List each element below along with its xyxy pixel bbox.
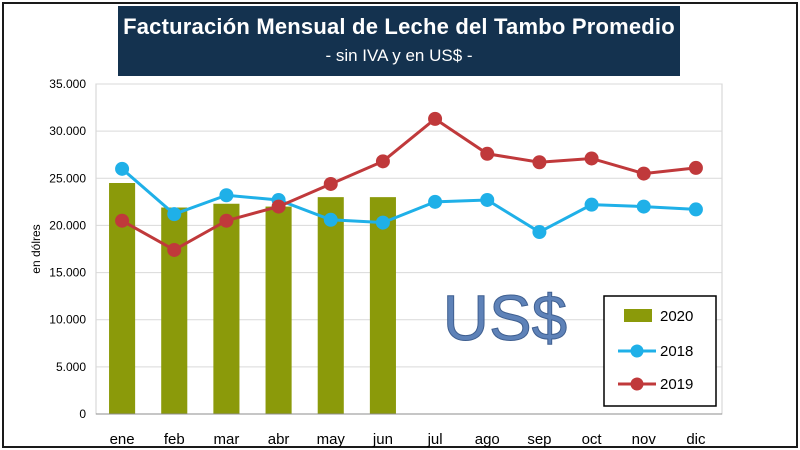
point-2018 (584, 197, 599, 212)
y-tick-label: 10.000 (49, 313, 86, 327)
legend-swatch-2020 (624, 309, 652, 322)
x-tick-label: jun (372, 431, 393, 448)
x-tick-label: nov (632, 431, 657, 448)
point-2019 (428, 111, 443, 126)
bar-2020 (369, 197, 396, 414)
point-2019 (375, 154, 390, 169)
point-2018 (480, 192, 495, 207)
legend-marker-2018 (630, 344, 644, 358)
point-2018 (167, 207, 182, 222)
y-tick-label: 25.000 (49, 171, 86, 185)
x-tick-label: jul (427, 431, 443, 448)
x-tick-label: oct (582, 431, 603, 448)
point-2019 (271, 199, 286, 214)
point-2018 (323, 212, 338, 227)
x-tick-label: dic (686, 431, 706, 448)
bar-2020 (317, 197, 344, 414)
point-2019 (584, 151, 599, 166)
legend-label-2019: 2019 (660, 376, 693, 393)
line-2019 (121, 117, 697, 252)
point-2018 (532, 225, 547, 240)
point-2019 (532, 155, 547, 170)
x-tick-label: feb (164, 431, 185, 448)
y-tick-label: 0 (79, 407, 86, 421)
chart-subtitle: - sin IVA y en US$ - (325, 46, 473, 65)
legend-marker-2019 (630, 377, 644, 391)
x-tick-label: may (317, 431, 346, 448)
legend-label-2018: 2018 (660, 343, 693, 360)
y-tick-label: 20.000 (49, 218, 86, 232)
bar-2020 (161, 207, 188, 414)
point-2019 (115, 213, 130, 228)
x-tick-label: abr (268, 431, 290, 448)
bar-2020 (265, 206, 292, 414)
point-2019 (167, 242, 182, 257)
point-2018 (428, 194, 443, 209)
y-tick-label: 5.000 (56, 360, 86, 374)
point-2019 (480, 146, 495, 161)
x-tick-label: ene (110, 431, 135, 448)
point-2018 (115, 161, 130, 176)
point-2018 (219, 188, 234, 203)
watermark-text: US$ (443, 282, 568, 354)
x-tick-label: mar (213, 431, 239, 448)
line-2018 (121, 167, 696, 234)
legend-label-2020: 2020 (660, 308, 693, 325)
chart-title: Facturación Mensual de Leche del Tambo P… (123, 14, 675, 39)
title-banner: Facturación Mensual de Leche del Tambo P… (118, 6, 680, 76)
y-tick-label: 35.000 (49, 77, 86, 91)
x-tick-label: sep (527, 431, 551, 448)
x-tick-label: ago (475, 431, 500, 448)
point-2019 (636, 166, 651, 181)
point-2019 (323, 176, 338, 191)
y-tick-label: 30.000 (49, 124, 86, 138)
y-axis-label: en dólres (29, 224, 43, 273)
point-2018 (688, 202, 703, 217)
point-2019 (219, 213, 234, 228)
point-2018 (636, 199, 651, 214)
y-tick-label: 15.000 (49, 266, 86, 280)
legend: 2020 2018 2019 (603, 295, 717, 407)
point-2018 (375, 215, 390, 230)
bar-2020 (213, 203, 240, 414)
point-2019 (688, 160, 703, 175)
